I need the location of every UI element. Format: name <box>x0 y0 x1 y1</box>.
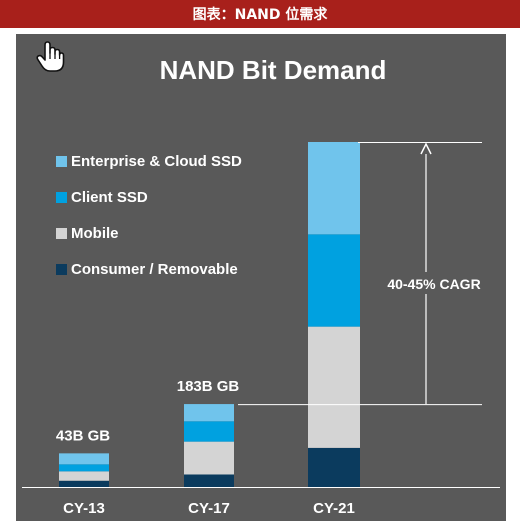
bar-segment-cy-13-1 <box>59 471 109 481</box>
legend-swatch <box>56 263 67 275</box>
header-bar: 图表：NAND 位需求 <box>0 0 520 28</box>
bar-segment-cy-21-3 <box>308 142 360 235</box>
total-label: 43B GB <box>56 427 110 444</box>
hand-pointer-icon <box>36 41 65 72</box>
chart-legend: Enterprise & Cloud SSD Client SSD Mobile Co… <box>56 152 296 296</box>
bar-segment-cy-17-0 <box>184 474 234 487</box>
total-label: 183B GB <box>177 378 240 395</box>
legend-item: Consumer / Removable <box>56 260 296 278</box>
bar-segment-cy-13-0 <box>59 480 109 487</box>
legend-label: Enterprise & Cloud SSD <box>71 152 242 170</box>
figure-caption: 图表：NAND 位需求 <box>192 7 328 23</box>
legend-label: Mobile <box>71 224 119 242</box>
legend-swatch <box>56 191 67 203</box>
legend-item: Enterprise & Cloud SSD <box>56 152 296 170</box>
x-tick-label: CY-21 <box>313 500 355 517</box>
legend-swatch <box>56 155 67 167</box>
x-tick-label: CY-13 <box>63 500 105 517</box>
legend-swatch <box>56 227 67 239</box>
x-tick-label: CY-17 <box>188 500 230 517</box>
bar-segment-cy-13-2 <box>59 464 109 472</box>
bar-segment-cy-17-1 <box>184 441 234 475</box>
bar-segment-cy-21-1 <box>308 326 360 448</box>
bar-segment-cy-21-2 <box>308 234 360 327</box>
bar-segment-cy-13-3 <box>59 453 109 465</box>
legend-item: Client SSD <box>56 188 296 206</box>
bar-segment-cy-17-2 <box>184 421 234 442</box>
legend-item: Mobile <box>56 224 296 242</box>
bar-segment-cy-17-3 <box>184 404 234 422</box>
cagr-annotation: 40-45% CAGR <box>387 276 480 292</box>
bar-segment-cy-21-0 <box>308 447 360 487</box>
chart-title: NAND Bit Demand <box>160 55 387 85</box>
annotation-arrow-head <box>420 142 432 155</box>
legend-label: Consumer / Removable <box>71 260 238 278</box>
annotation-label-backdrop <box>374 272 496 294</box>
legend-label: Client SSD <box>71 188 148 206</box>
